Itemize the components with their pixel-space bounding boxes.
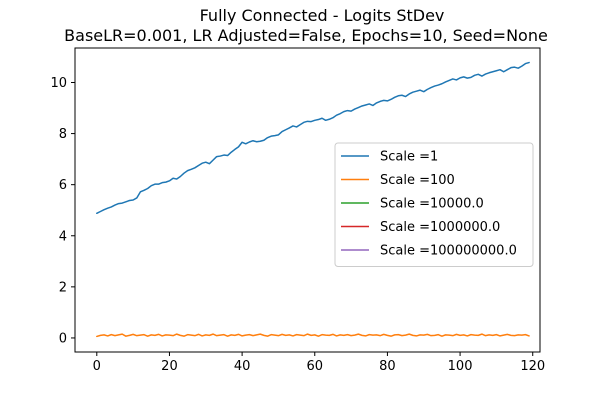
x-tick-label: 100 [448, 359, 473, 374]
chart-subtitle: BaseLR=0.001, LR Adjusted=False, Epochs=… [64, 26, 548, 45]
series-line-1 [96, 333, 530, 338]
y-tick-label: 8 [59, 127, 67, 142]
x-tick-label: 120 [520, 359, 545, 374]
x-tick-label: 60 [306, 359, 323, 374]
x-tick-label: 80 [379, 359, 396, 374]
x-tick-label: 20 [161, 359, 178, 374]
x-axis: 0 20 40 60 80 100 120 [93, 352, 545, 374]
y-tick-label: 6 [59, 178, 67, 193]
x-tick-label: 0 [93, 359, 101, 374]
legend-label: Scale =10000.0 [380, 197, 484, 212]
legend-label: Scale =100 [380, 173, 455, 188]
y-tick-label: 4 [59, 229, 67, 244]
legend: Scale =1 Scale =100 Scale =10000.0 Scale =1… [334, 142, 534, 267]
legend-label: Scale =1 [380, 150, 438, 165]
series-line-0 [96, 61, 530, 215]
legend-label: Scale =1000000.0 [380, 220, 500, 235]
legend-box [334, 142, 534, 267]
legend-label: Scale =100000000.0 [380, 244, 517, 259]
y-tick-label: 2 [59, 280, 67, 295]
x-tick-label: 40 [234, 359, 251, 374]
y-tick-label: 10 [50, 76, 67, 91]
plot-area [74, 47, 541, 353]
series-layer [96, 61, 530, 338]
y-tick-label: 0 [59, 331, 67, 346]
plot-frame [74, 47, 541, 353]
y-axis: 0 2 4 6 8 10 [50, 76, 75, 346]
chart-title: Fully Connected - Logits StDev [200, 6, 445, 25]
